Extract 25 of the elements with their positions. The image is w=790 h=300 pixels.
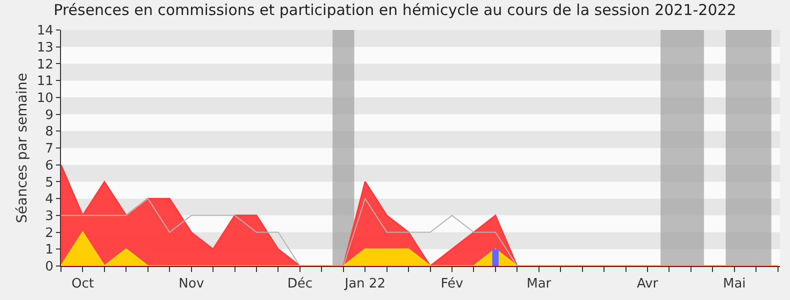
y-tick-label: 11 [36, 74, 54, 90]
y-tick-label: 6 [45, 158, 54, 174]
y-tick-label: 2 [45, 226, 54, 241]
y-tick-label: 5 [45, 175, 54, 190]
x-tick-label: Nov [178, 276, 204, 292]
y-tick-label: 14 [36, 24, 54, 39]
x-tick-label: Oct [71, 276, 94, 292]
chart-title: Présences en commissions et participation en hémicycle au cours de la session 2021-2022 [54, 1, 736, 19]
x-tick-label: Avr [636, 276, 659, 292]
y-tick-label: 7 [45, 142, 54, 157]
y-tick-label: 10 [36, 90, 54, 106]
y-tick-label: 1 [45, 242, 54, 258]
y-tick-label: 13 [36, 40, 54, 56]
x-tick-label: Déc [287, 276, 313, 292]
x-tick-label: Mai [722, 276, 746, 292]
x-tick-label: Mar [526, 276, 552, 292]
x-tick-label: Jan 22 [344, 276, 386, 292]
y-axis-title: Séances par semaine [14, 72, 30, 224]
y-tick-label: 4 [45, 192, 54, 208]
y-tick-label: 12 [36, 57, 54, 72]
x-tick-label: Fév [440, 276, 464, 292]
y-tick-label: 9 [45, 108, 54, 123]
y-tick-label: 0 [45, 260, 54, 275]
y-tick-label: 8 [45, 124, 54, 140]
y-tick-label: 3 [45, 208, 54, 224]
